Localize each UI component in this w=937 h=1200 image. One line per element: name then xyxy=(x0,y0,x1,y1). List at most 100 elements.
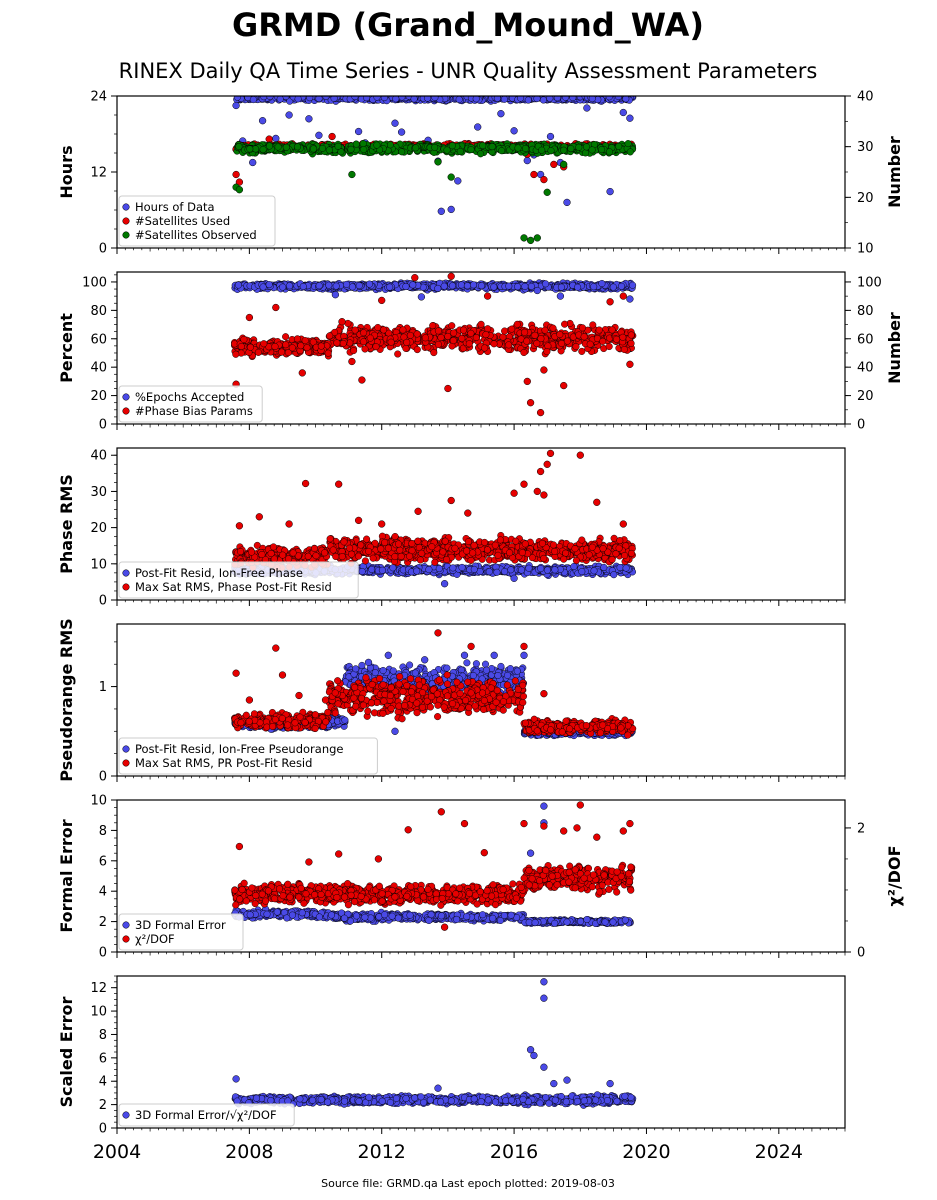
data-point xyxy=(457,281,465,289)
data-point xyxy=(326,332,334,340)
data-point xyxy=(237,342,245,351)
data-point xyxy=(477,320,485,328)
legend-marker xyxy=(122,407,130,415)
data-point xyxy=(351,326,359,334)
y2-tick-label: 80 xyxy=(857,304,874,319)
data-point xyxy=(373,141,381,149)
data-point xyxy=(526,236,535,245)
y2-tick-label: 40 xyxy=(857,90,874,105)
y-tick-label: 12 xyxy=(90,166,107,181)
data-point xyxy=(479,142,487,150)
data-point xyxy=(331,328,339,336)
y2-tick-label: 20 xyxy=(857,389,874,404)
y-tick-label: 40 xyxy=(90,361,107,376)
data-point xyxy=(278,348,286,356)
y-tick-label: 100 xyxy=(82,275,107,290)
data-point xyxy=(260,96,268,101)
data-point xyxy=(380,96,388,102)
data-point xyxy=(553,96,561,102)
legend-label: %Epochs Accepted xyxy=(135,390,244,404)
data-point xyxy=(520,234,528,242)
data-point xyxy=(443,146,451,154)
data-point xyxy=(360,338,368,346)
data-point xyxy=(543,348,551,356)
data-point xyxy=(447,272,455,280)
data-point xyxy=(233,96,241,101)
data-point xyxy=(524,96,532,104)
data-point xyxy=(530,170,538,179)
data-point xyxy=(399,326,407,334)
data-point xyxy=(463,282,471,290)
data-point xyxy=(619,108,627,117)
data-point xyxy=(536,408,545,417)
data-point xyxy=(595,326,603,334)
data-point xyxy=(260,340,268,348)
x-axis xyxy=(116,424,846,430)
data-point xyxy=(343,280,351,288)
data-point xyxy=(459,326,468,334)
data-point xyxy=(622,96,630,103)
data-point xyxy=(521,144,530,153)
data-point xyxy=(282,143,290,151)
y2-tick-label: 10 xyxy=(857,242,874,257)
data-point xyxy=(586,340,594,348)
data-point xyxy=(455,96,463,104)
data-point xyxy=(472,333,480,342)
data-point xyxy=(578,324,587,332)
data-point xyxy=(620,345,628,354)
data-point xyxy=(583,104,591,112)
y-tick-label: 0 xyxy=(99,242,107,257)
data-point xyxy=(513,320,521,328)
data-point xyxy=(563,198,571,207)
data-point xyxy=(386,141,394,149)
data-point xyxy=(523,156,531,165)
data-point xyxy=(293,143,302,151)
data-point xyxy=(234,281,242,289)
data-point xyxy=(458,334,466,342)
legend-marker xyxy=(122,217,130,225)
data-point xyxy=(500,96,508,103)
data-point xyxy=(330,96,338,102)
data-point xyxy=(410,96,418,103)
data-point xyxy=(284,349,292,357)
chart-title: GRMD (Grand_Mound_WA) xyxy=(232,6,704,44)
data-point xyxy=(402,344,410,352)
data-point xyxy=(490,283,498,291)
data-point xyxy=(450,329,458,337)
data-point xyxy=(542,280,550,288)
data-point xyxy=(386,283,394,291)
data-point xyxy=(334,142,342,150)
data-point xyxy=(619,292,627,300)
data-point xyxy=(348,283,356,291)
data-point xyxy=(431,143,439,151)
data-point xyxy=(627,339,635,347)
data-point xyxy=(523,377,531,386)
data-point xyxy=(477,150,485,158)
data-point xyxy=(361,345,369,353)
data-point xyxy=(240,335,248,344)
data-point xyxy=(533,286,541,295)
data-point xyxy=(533,234,541,242)
data-point xyxy=(339,339,347,347)
data-point xyxy=(232,101,240,110)
data-point xyxy=(541,326,549,334)
y2-axis-label: Number xyxy=(885,312,904,384)
data-point xyxy=(538,146,546,154)
data-point xyxy=(606,298,614,306)
data-point xyxy=(402,282,410,291)
data-point xyxy=(421,334,429,342)
data-point xyxy=(505,341,513,349)
legend: Hours of Data#Satellites Used#Satellites… xyxy=(118,195,276,247)
legend-label: #Satellites Observed xyxy=(135,228,257,242)
data-point xyxy=(449,337,457,345)
data-point xyxy=(556,292,565,300)
data-point xyxy=(467,329,475,337)
data-point xyxy=(279,283,287,291)
data-point xyxy=(562,96,570,101)
data-point xyxy=(411,274,419,282)
